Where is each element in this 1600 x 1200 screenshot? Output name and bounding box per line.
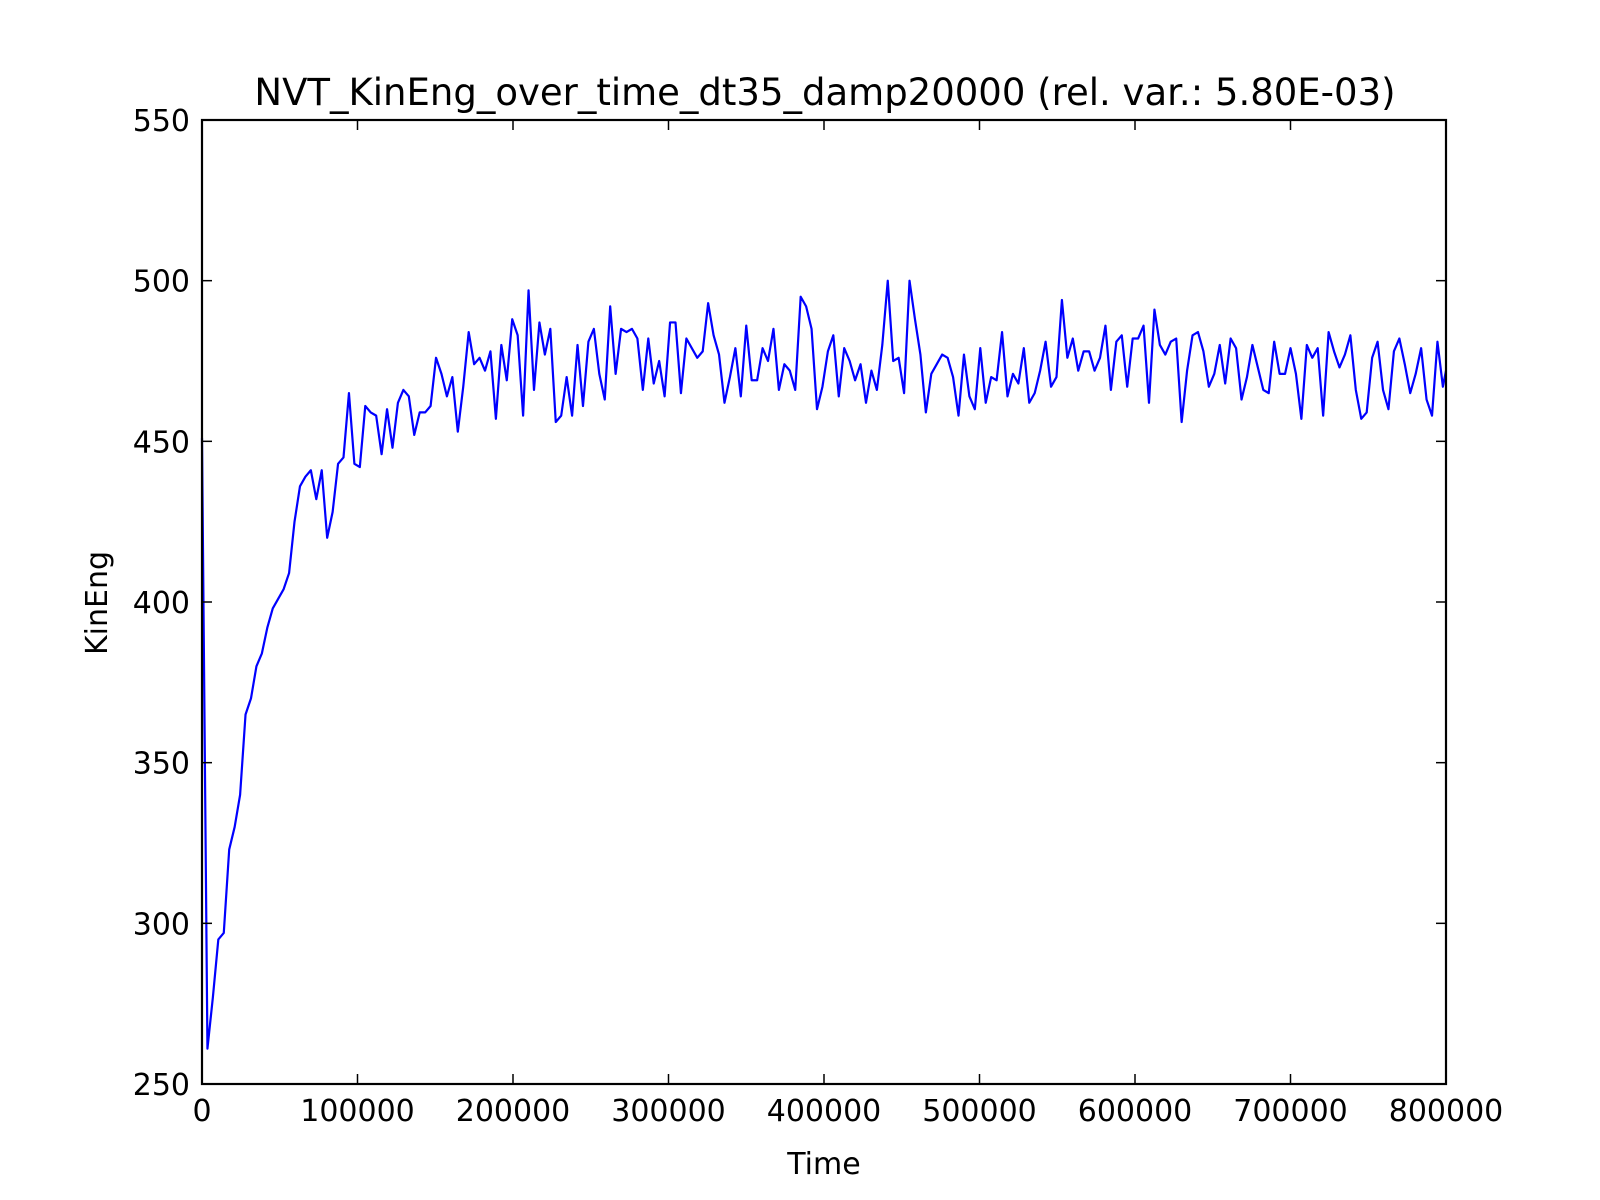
- y-tick-label: 350: [133, 747, 190, 782]
- x-axis-label: Time: [786, 1147, 860, 1182]
- y-tick-label: 550: [133, 104, 190, 139]
- x-tick-label: 700000: [1233, 1094, 1348, 1129]
- y-axis-label: KinEng: [80, 551, 115, 655]
- chart-title: NVT_KinEng_over_time_dt35_damp20000 (rel…: [254, 71, 1395, 114]
- x-tick-label: 800000: [1389, 1094, 1504, 1129]
- x-tick-label: 600000: [1078, 1094, 1193, 1129]
- y-tick-label: 250: [133, 1068, 190, 1103]
- x-tick-label: 0: [192, 1094, 211, 1129]
- x-tick-label: 400000: [767, 1094, 882, 1129]
- y-tick-label: 400: [133, 586, 190, 621]
- y-tick-label: 500: [133, 265, 190, 300]
- y-tick-label: 450: [133, 425, 190, 460]
- y-tick-label: 300: [133, 907, 190, 942]
- series-line-0: [200, 279, 1448, 1050]
- x-tick-label: 500000: [922, 1094, 1037, 1129]
- x-tick-label: 100000: [300, 1094, 415, 1129]
- x-tick-label: 200000: [456, 1094, 571, 1129]
- x-tick-label: 300000: [611, 1094, 726, 1129]
- plot-area: 0 100000 200000 300000 400000 500000 600000 700…: [133, 104, 1504, 1129]
